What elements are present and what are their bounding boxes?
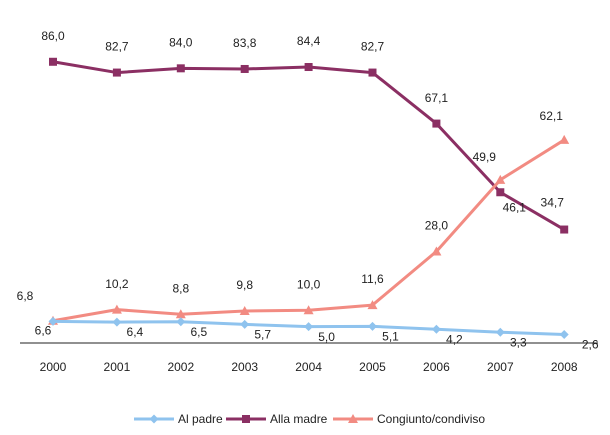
x-tick-label: 2003 — [231, 360, 258, 374]
legend-label: Congiunto/condiviso — [377, 412, 485, 426]
legend-item: Al padre — [134, 412, 223, 426]
data-point — [368, 68, 377, 77]
data-point — [304, 322, 314, 332]
data-point — [559, 329, 569, 339]
legend-swatch-marker — [348, 414, 358, 423]
data-point — [496, 188, 505, 197]
data-label: 82,7 — [361, 40, 385, 54]
data-label: 4,2 — [446, 332, 463, 346]
data-point — [495, 174, 506, 184]
data-label: 11,6 — [361, 272, 384, 286]
x-tick-label: 2008 — [551, 360, 578, 374]
data-label: 84,0 — [169, 35, 193, 49]
series-al-padre — [48, 316, 569, 339]
data-label: 82,7 — [105, 40, 129, 54]
series-line — [52, 138, 565, 323]
data-point — [431, 246, 442, 256]
data-point — [431, 324, 441, 334]
data-label: 6,6 — [35, 324, 52, 338]
data-label: 10,0 — [297, 277, 321, 291]
x-tick-label: 2006 — [423, 360, 450, 374]
data-label: 46,1 — [503, 200, 527, 214]
data-label: 5,7 — [254, 328, 271, 342]
x-tick-labels: 2000 2001 2002 2003 2004 2005 2006 2007 2008 — [40, 360, 578, 374]
data-point — [303, 305, 314, 315]
data-label: 62,1 — [540, 109, 564, 123]
data-point — [112, 68, 121, 77]
data-point — [367, 300, 378, 310]
data-label: 2,6 — [582, 338, 599, 352]
data-point — [111, 304, 122, 314]
data-label: 6,8 — [17, 289, 34, 303]
legend-item: Congiunto/condiviso — [333, 412, 485, 426]
data-point — [495, 327, 505, 337]
data-point — [176, 317, 186, 327]
data-point — [560, 225, 569, 234]
data-point — [559, 134, 570, 144]
legend-swatch-marker — [149, 414, 159, 424]
legend-label: Alla madre — [270, 412, 328, 426]
series-alla-madre — [49, 57, 569, 234]
series-line — [52, 60, 565, 231]
data-point — [368, 321, 377, 331]
data-point — [49, 57, 57, 66]
data-label: 83,8 — [233, 36, 257, 50]
x-tick-label: 2000 — [40, 360, 67, 374]
data-point — [304, 63, 313, 72]
legend-label: Al padre — [178, 412, 223, 426]
x-tick-label: 2007 — [487, 360, 514, 374]
data-label: 67,1 — [425, 91, 449, 105]
data-label: 84,4 — [297, 34, 321, 48]
data-label: 6,5 — [190, 325, 207, 339]
data-label: 34,7 — [541, 196, 565, 210]
data-point — [48, 316, 58, 326]
data-label: 49,9 — [473, 150, 497, 164]
data-label: 9,8 — [236, 278, 253, 292]
data-point — [175, 309, 186, 319]
data-label: 5,1 — [382, 329, 399, 343]
data-point — [112, 317, 122, 327]
data-label: 6,4 — [127, 325, 144, 339]
data-label: 5,0 — [318, 330, 335, 344]
data-point — [240, 319, 250, 329]
data-label: 28,0 — [425, 219, 449, 233]
data-label: 10,2 — [105, 277, 129, 291]
data-label: 3,3 — [510, 335, 527, 349]
legend-item: Alla madre — [226, 412, 328, 426]
x-tick-label: 2005 — [359, 360, 386, 374]
x-tick-label: 2002 — [167, 360, 194, 374]
data-label: 86,0 — [41, 29, 65, 43]
data-labels: 6,6 6,4 6,5 5,7 5,0 5,1 4,2 3,3 2,6 86,0 82,7 84,0 8… — [17, 29, 599, 352]
x-tick-label: 2004 — [295, 360, 322, 374]
legend: Al padre Alla madre Congiunto/condiviso — [134, 412, 485, 426]
data-point — [240, 64, 249, 73]
data-label: 8,8 — [172, 281, 189, 295]
data-point — [432, 119, 441, 128]
series-layer — [48, 57, 570, 339]
legend-swatch-marker — [242, 415, 250, 423]
x-tick-label: 2001 — [104, 360, 131, 374]
data-point — [176, 64, 185, 73]
data-point — [239, 305, 250, 315]
